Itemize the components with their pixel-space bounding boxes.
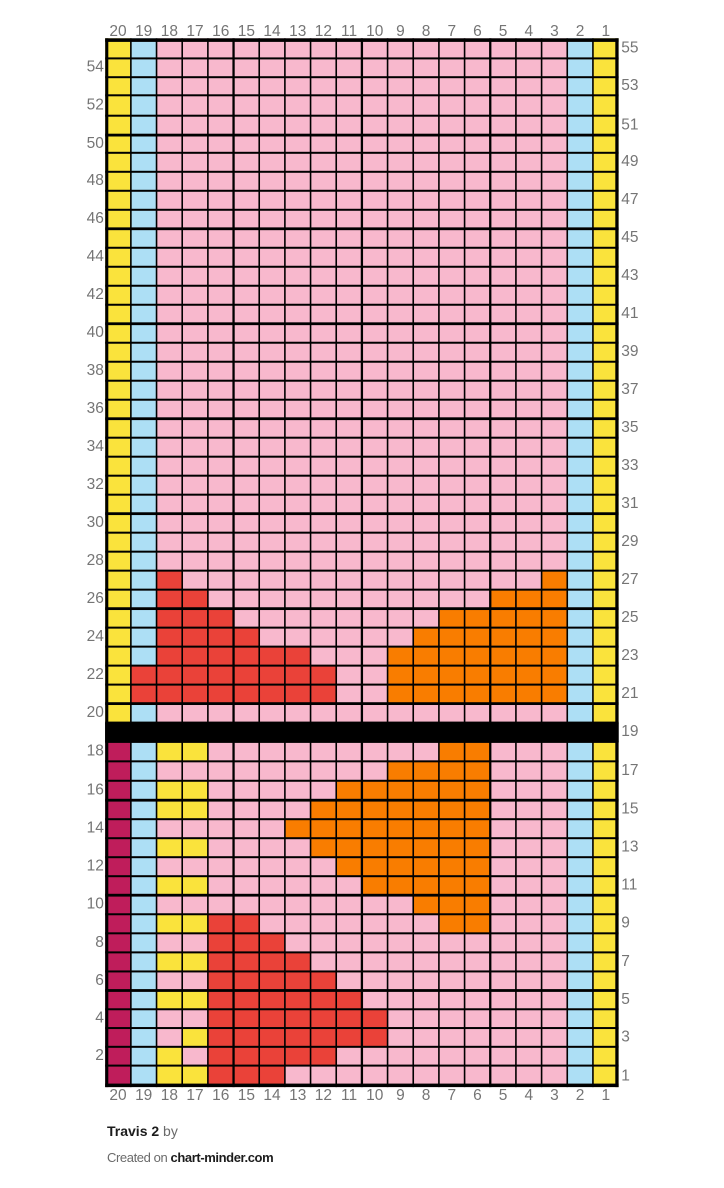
svg-text:9: 9 (396, 1087, 405, 1104)
svg-text:27: 27 (621, 571, 638, 588)
svg-text:44: 44 (87, 248, 105, 265)
svg-text:Created on chart-minder.com: Created on chart-minder.com (107, 1150, 273, 1165)
svg-text:8: 8 (422, 23, 431, 40)
svg-text:34: 34 (87, 438, 105, 455)
svg-text:32: 32 (87, 476, 104, 493)
svg-text:41: 41 (621, 305, 638, 322)
svg-text:13: 13 (289, 1087, 306, 1104)
svg-text:3: 3 (550, 23, 559, 40)
svg-text:48: 48 (87, 172, 104, 189)
svg-text:2: 2 (95, 1047, 104, 1064)
svg-text:1: 1 (601, 1087, 610, 1104)
svg-text:46: 46 (87, 210, 104, 227)
svg-text:11: 11 (341, 23, 357, 40)
svg-text:7: 7 (447, 1087, 456, 1104)
svg-text:6: 6 (473, 1087, 482, 1104)
svg-text:31: 31 (621, 495, 638, 512)
svg-text:8: 8 (95, 934, 104, 951)
svg-text:13: 13 (621, 839, 638, 856)
svg-text:2: 2 (576, 23, 585, 40)
svg-text:13: 13 (289, 23, 306, 40)
svg-text:17: 17 (621, 762, 638, 779)
svg-text:55: 55 (621, 39, 638, 56)
svg-text:19: 19 (135, 23, 152, 40)
svg-text:15: 15 (238, 23, 255, 40)
svg-text:42: 42 (87, 286, 104, 303)
svg-text:15: 15 (621, 801, 638, 818)
svg-text:18: 18 (161, 1087, 178, 1104)
svg-text:52: 52 (87, 96, 104, 113)
svg-text:28: 28 (87, 552, 104, 569)
svg-text:16: 16 (212, 1087, 229, 1104)
svg-text:10: 10 (87, 896, 105, 913)
svg-text:37: 37 (621, 381, 638, 398)
svg-text:51: 51 (621, 116, 638, 133)
svg-text:50: 50 (87, 135, 105, 152)
svg-text:9: 9 (396, 23, 405, 40)
svg-text:20: 20 (109, 23, 127, 40)
svg-text:43: 43 (621, 267, 638, 284)
svg-text:7: 7 (621, 953, 630, 970)
svg-text:5: 5 (499, 23, 508, 40)
svg-text:39: 39 (621, 343, 638, 360)
svg-text:17: 17 (186, 23, 203, 40)
svg-text:4: 4 (524, 1087, 533, 1104)
svg-text:3: 3 (621, 1028, 630, 1045)
svg-text:10: 10 (366, 23, 384, 40)
svg-text:6: 6 (473, 23, 482, 40)
svg-text:53: 53 (621, 77, 638, 94)
svg-text:4: 4 (524, 23, 533, 40)
svg-text:8: 8 (422, 1087, 431, 1104)
svg-text:10: 10 (366, 1087, 384, 1104)
svg-text:36: 36 (87, 400, 104, 417)
svg-text:1: 1 (601, 23, 610, 40)
svg-text:11: 11 (341, 1087, 357, 1104)
svg-text:25: 25 (621, 609, 638, 626)
svg-text:14: 14 (263, 1087, 281, 1104)
svg-text:5: 5 (621, 991, 630, 1008)
svg-text:22: 22 (87, 666, 104, 683)
svg-text:5: 5 (499, 1087, 508, 1104)
svg-text:29: 29 (621, 533, 638, 550)
svg-text:45: 45 (621, 229, 638, 246)
svg-text:19: 19 (135, 1087, 152, 1104)
svg-text:38: 38 (87, 362, 104, 379)
svg-text:4: 4 (95, 1010, 104, 1027)
svg-text:11: 11 (621, 877, 637, 894)
svg-text:Travis 2 by: Travis 2 by (107, 1123, 178, 1139)
svg-text:15: 15 (238, 1087, 255, 1104)
svg-text:9: 9 (621, 915, 630, 932)
svg-text:6: 6 (95, 972, 104, 989)
svg-text:16: 16 (87, 781, 104, 798)
svg-text:20: 20 (109, 1087, 127, 1104)
svg-text:33: 33 (621, 457, 638, 474)
svg-text:14: 14 (87, 820, 105, 837)
svg-text:47: 47 (621, 191, 638, 208)
svg-text:20: 20 (87, 704, 105, 721)
svg-text:23: 23 (621, 647, 638, 664)
svg-text:21: 21 (621, 685, 638, 702)
svg-text:3: 3 (550, 1087, 559, 1104)
svg-text:49: 49 (621, 153, 638, 170)
svg-text:19: 19 (621, 723, 638, 740)
svg-text:40: 40 (87, 324, 105, 341)
svg-text:1: 1 (621, 1067, 630, 1084)
svg-text:2: 2 (576, 1087, 585, 1104)
svg-text:14: 14 (263, 23, 281, 40)
svg-text:54: 54 (87, 59, 105, 76)
svg-text:35: 35 (621, 419, 638, 436)
svg-text:26: 26 (87, 590, 104, 607)
svg-text:12: 12 (315, 1087, 332, 1104)
svg-text:30: 30 (87, 514, 105, 531)
svg-text:12: 12 (315, 23, 332, 40)
svg-text:18: 18 (161, 23, 178, 40)
svg-text:7: 7 (447, 23, 456, 40)
svg-text:18: 18 (87, 743, 104, 760)
svg-text:16: 16 (212, 23, 229, 40)
svg-text:17: 17 (186, 1087, 203, 1104)
svg-text:12: 12 (87, 858, 104, 875)
svg-text:24: 24 (87, 628, 105, 645)
